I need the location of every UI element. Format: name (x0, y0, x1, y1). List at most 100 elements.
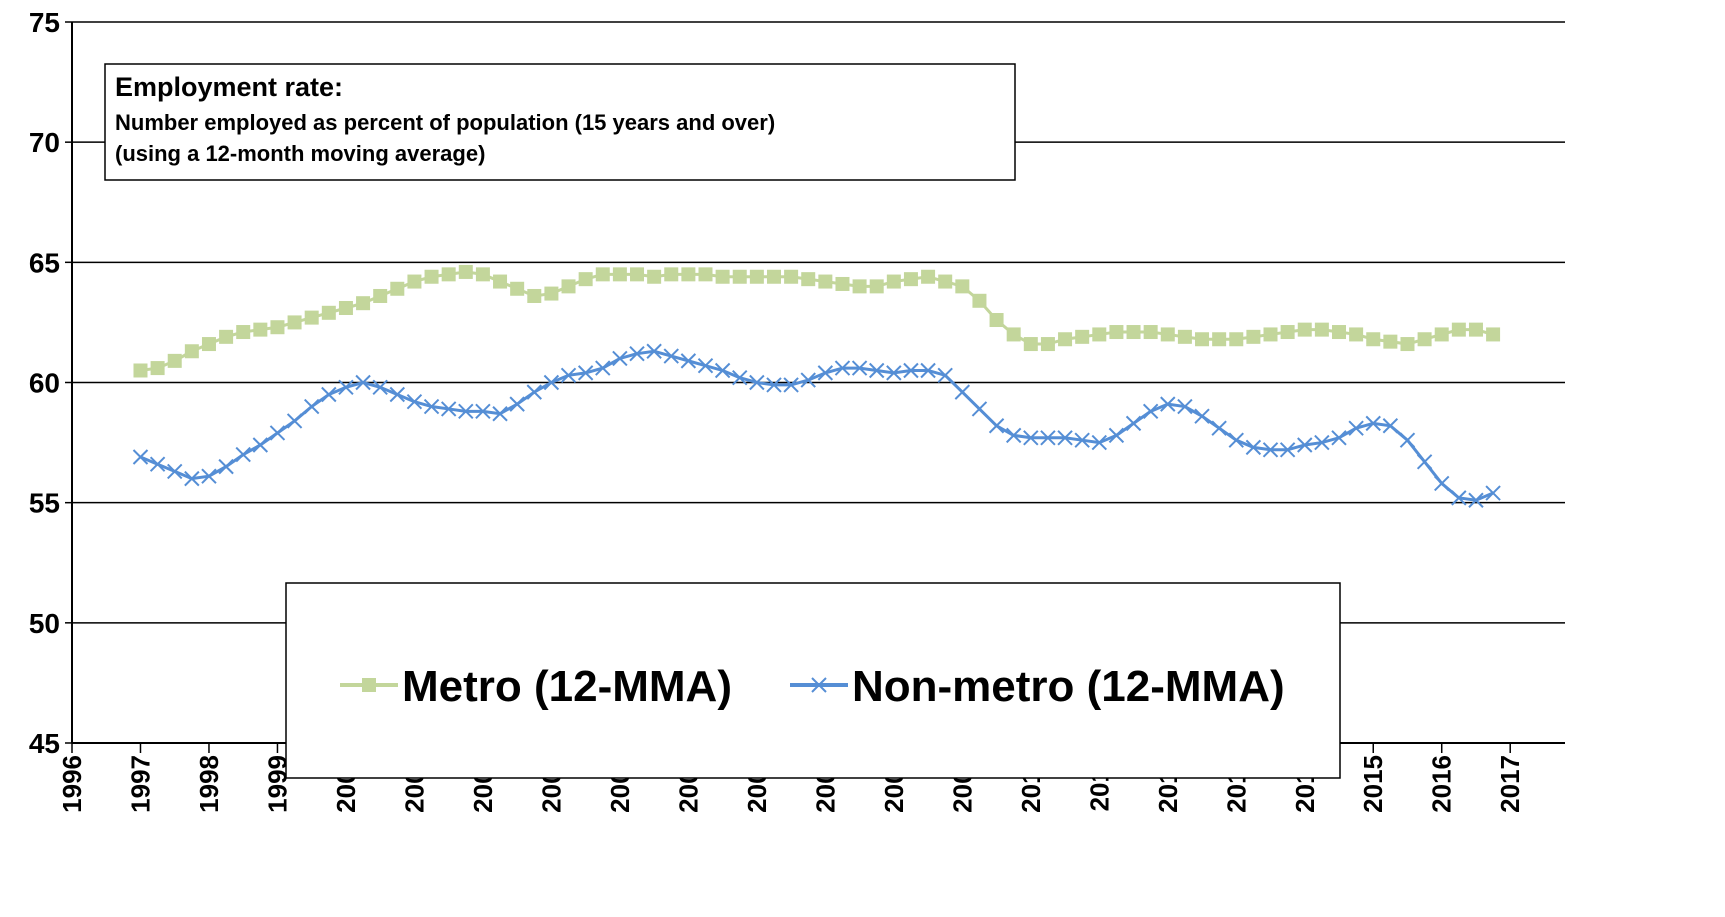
marker (543, 374, 560, 391)
marker (510, 281, 525, 296)
marker (1195, 332, 1210, 347)
marker (1040, 430, 1056, 446)
marker (149, 456, 166, 472)
marker (886, 274, 901, 289)
marker (304, 310, 319, 325)
marker (184, 344, 199, 359)
marker (1023, 430, 1039, 446)
marker (492, 406, 508, 422)
marker (440, 401, 457, 417)
marker (1451, 322, 1466, 337)
marker (1331, 430, 1347, 446)
marker (1382, 418, 1399, 434)
y-tick-label: 60 (29, 368, 60, 399)
marker (835, 276, 850, 291)
marker (132, 449, 149, 465)
marker (955, 279, 970, 294)
marker (355, 374, 371, 391)
marker (1040, 337, 1055, 352)
marker (303, 398, 320, 415)
marker (937, 367, 953, 383)
marker (1125, 415, 1142, 432)
marker (1092, 327, 1107, 342)
marker (1331, 325, 1346, 340)
series-line (140, 270, 1494, 372)
marker (1177, 329, 1192, 344)
marker (1399, 432, 1416, 448)
marker (680, 353, 697, 369)
marker (1229, 332, 1244, 347)
marker (1468, 322, 1483, 337)
marker (1485, 485, 1501, 501)
legend-box (285, 582, 1341, 779)
marker (407, 274, 422, 289)
marker (1109, 325, 1124, 340)
marker (852, 279, 867, 294)
marker (1126, 325, 1141, 340)
marker (1314, 434, 1330, 451)
marker (1228, 432, 1244, 448)
marker (390, 281, 405, 296)
marker (1348, 420, 1364, 436)
marker (493, 274, 508, 289)
marker (1279, 442, 1296, 458)
marker (560, 367, 577, 383)
marker (270, 320, 285, 335)
marker (441, 267, 456, 282)
marker (1383, 334, 1398, 349)
marker (133, 363, 148, 378)
marker (921, 269, 936, 284)
marker (715, 269, 730, 284)
y-tick-label: 65 (29, 247, 60, 278)
legend-label: Metro (12-MMA) (402, 662, 732, 711)
marker (1211, 420, 1227, 436)
marker (938, 274, 953, 289)
x-tick-label: 2016 (1427, 755, 1457, 813)
chart-subtitle: Number employed as percent of population… (115, 110, 775, 135)
marker (1297, 437, 1313, 453)
marker (801, 272, 816, 287)
chart-title: Employment rate: (115, 72, 343, 102)
marker (356, 296, 371, 311)
marker (595, 267, 610, 282)
marker (646, 343, 662, 359)
marker (287, 315, 302, 330)
marker (269, 425, 286, 441)
marker (1160, 396, 1176, 412)
marker (321, 386, 337, 403)
marker (714, 362, 731, 379)
marker (988, 418, 1005, 434)
marker (577, 365, 594, 381)
marker (526, 384, 542, 400)
x-tick-label: 1997 (125, 755, 155, 813)
marker (1108, 427, 1125, 444)
marker (167, 353, 182, 368)
marker (424, 269, 439, 284)
marker (1142, 403, 1159, 420)
marker (612, 267, 627, 282)
marker (561, 279, 576, 294)
marker (1091, 434, 1107, 451)
marker (903, 362, 919, 379)
marker (1023, 337, 1038, 352)
marker (509, 396, 525, 412)
marker (184, 470, 200, 487)
marker (595, 360, 611, 376)
marker (321, 305, 336, 320)
marker (389, 386, 406, 403)
marker (1365, 415, 1381, 432)
x-tick-label: 1996 (57, 755, 87, 813)
marker (989, 313, 1004, 328)
marker (201, 468, 217, 484)
marker (1400, 337, 1415, 352)
marker (1297, 322, 1312, 337)
marker (219, 329, 234, 344)
marker (1160, 327, 1175, 342)
marker (698, 267, 713, 282)
marker (817, 365, 834, 381)
marker (647, 269, 662, 284)
marker (527, 288, 542, 303)
title-box (104, 63, 1016, 181)
marker (1349, 327, 1364, 342)
marker (732, 269, 747, 284)
